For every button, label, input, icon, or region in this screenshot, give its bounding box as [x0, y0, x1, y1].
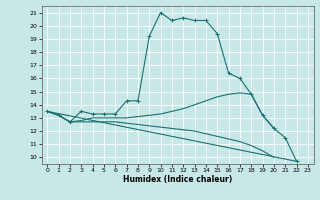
X-axis label: Humidex (Indice chaleur): Humidex (Indice chaleur)	[123, 175, 232, 184]
